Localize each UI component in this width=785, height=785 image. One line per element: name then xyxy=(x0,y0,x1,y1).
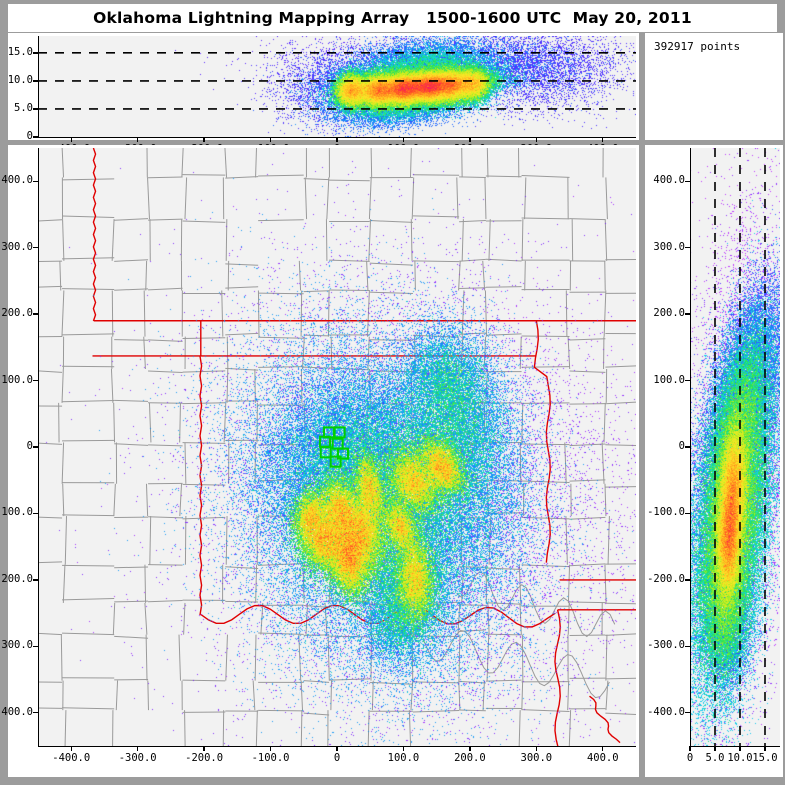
y-tick xyxy=(33,446,38,448)
x-axis-line xyxy=(690,746,780,748)
x-tick-label: 0 xyxy=(686,752,694,764)
x-tick-label: 0 xyxy=(333,752,341,764)
altitude-vs-north-plot[interactable] xyxy=(690,148,780,746)
y-tick xyxy=(33,512,38,515)
x-tick xyxy=(689,746,691,751)
y-tick xyxy=(33,180,38,182)
y-tick xyxy=(33,313,38,315)
y-tick xyxy=(33,80,38,82)
y-tick-label: -100.0 xyxy=(0,506,33,519)
points-count-label: 392917 points xyxy=(654,40,741,53)
altitude-vs-east-panel: 05.010.015.0-400.0-300.0-200.0-100.00100… xyxy=(8,33,639,155)
y-tick xyxy=(33,108,38,110)
y-tick-label: 100.0 xyxy=(653,373,685,386)
y-tick xyxy=(33,379,38,382)
y-axis-line xyxy=(38,148,40,746)
x-tick xyxy=(714,746,716,751)
y-tick xyxy=(685,512,690,515)
y-tick xyxy=(685,379,690,382)
x-tick xyxy=(402,746,405,751)
y-tick-label: -300.0 xyxy=(647,639,685,652)
points-count-panel: 392917 points xyxy=(645,33,783,140)
x-tick xyxy=(402,137,405,142)
x-tick xyxy=(336,137,338,142)
x-tick xyxy=(136,746,139,751)
y-tick xyxy=(33,136,38,138)
x-tick xyxy=(269,137,272,142)
y-tick-label: -300.0 xyxy=(0,639,33,652)
y-tick xyxy=(685,579,690,581)
plan-view-density xyxy=(38,148,636,746)
y-tick-label: 100.0 xyxy=(1,373,33,386)
x-tick-label: -200.0 xyxy=(185,752,224,764)
y-tick xyxy=(33,712,38,714)
y-tick-label: -100.0 xyxy=(647,506,685,519)
x-tick xyxy=(535,137,538,142)
y-tick-label: 400.0 xyxy=(1,174,33,187)
x-tick xyxy=(764,746,766,751)
y-tick-label: -200.0 xyxy=(647,572,685,585)
y-tick xyxy=(685,645,690,648)
x-tick xyxy=(336,746,338,751)
y-axis-line xyxy=(38,36,40,137)
x-tick xyxy=(136,137,139,142)
plan-view-plot[interactable] xyxy=(38,148,636,746)
y-tick xyxy=(685,712,690,714)
x-tick xyxy=(535,746,538,751)
y-tick-label: -400.0 xyxy=(0,705,33,718)
x-tick xyxy=(203,746,205,751)
x-tick xyxy=(70,746,72,751)
x-tick-label: 300.0 xyxy=(520,752,553,764)
altitude-vs-east-density xyxy=(38,36,636,137)
y-tick xyxy=(33,246,38,249)
y-tick-label: 10.0 xyxy=(7,73,33,86)
y-tick xyxy=(685,313,690,315)
x-tick xyxy=(602,137,604,142)
page-title: Oklahoma Lightning Mapping Array 1500-16… xyxy=(93,9,692,27)
y-tick-label: -200.0 xyxy=(0,572,33,585)
y-tick-label: 200.0 xyxy=(1,307,33,320)
title-bar: Oklahoma Lightning Mapping Array 1500-16… xyxy=(8,4,777,32)
x-tick xyxy=(469,137,471,142)
y-tick-label: 200.0 xyxy=(653,307,685,320)
y-tick-label: 15.0 xyxy=(7,45,33,58)
y-tick-label: 0 xyxy=(26,130,33,142)
x-tick xyxy=(269,746,272,751)
x-tick-label: 10.0 xyxy=(727,752,753,764)
y-tick xyxy=(685,246,690,249)
y-tick xyxy=(33,52,38,54)
altitude-vs-north-density xyxy=(690,148,780,746)
y-tick xyxy=(685,446,690,448)
y-tick xyxy=(685,180,690,182)
y-tick-label: 5.0 xyxy=(14,101,33,114)
x-tick-label: -400.0 xyxy=(52,752,91,764)
x-tick-label: 5.0 xyxy=(705,752,725,764)
y-tick-label: 0 xyxy=(678,440,685,452)
y-tick-label: 400.0 xyxy=(653,174,685,187)
x-tick-label: 200.0 xyxy=(454,752,486,764)
x-tick-label: 400.0 xyxy=(586,752,619,764)
x-tick-label: -100.0 xyxy=(251,752,290,764)
x-tick-label: -300.0 xyxy=(118,752,157,764)
y-tick xyxy=(33,645,38,648)
y-tick-label: 300.0 xyxy=(1,240,33,253)
y-tick-label: -400.0 xyxy=(647,705,685,718)
y-tick-label: 300.0 xyxy=(653,240,685,253)
x-tick xyxy=(469,746,471,751)
x-tick-label: 15.0 xyxy=(752,752,778,764)
x-tick-label: 100.0 xyxy=(387,752,420,764)
altitude-vs-east-plot[interactable] xyxy=(38,36,636,137)
x-tick xyxy=(602,746,604,751)
altitude-vs-north-panel: 400.0 300.0 200.0 100.0 0 -100.0 -200.0 -300.0 -… xyxy=(645,145,783,777)
x-tick xyxy=(70,137,72,142)
y-axis-line xyxy=(690,148,692,746)
x-tick xyxy=(203,137,205,142)
x-tick xyxy=(739,746,741,751)
y-tick-label: 0 xyxy=(26,440,33,452)
plan-view-panel: 400.0 300.0 200.0 100.0 0 -100.0 -200.0 -300.0 -… xyxy=(0,145,639,777)
y-tick xyxy=(33,579,38,581)
